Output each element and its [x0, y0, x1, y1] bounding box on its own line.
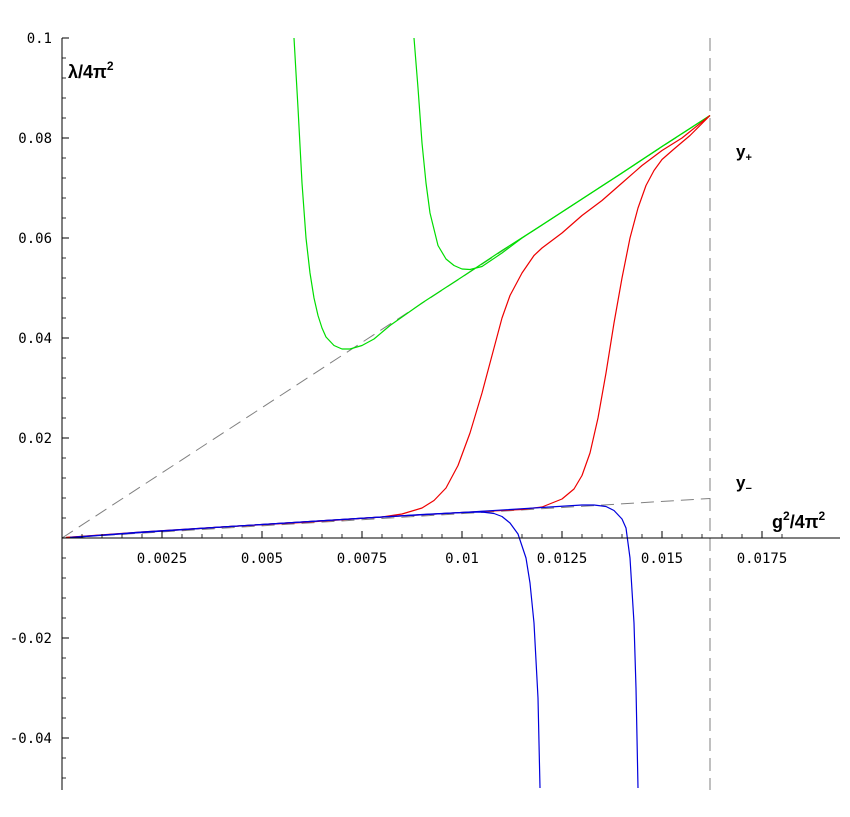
y-tick-label: 0.02 [18, 431, 52, 447]
x-axis-title-text: /4π [790, 512, 819, 532]
y-plus-subscript: + [745, 152, 751, 164]
y-tick-label: -0.02 [10, 631, 52, 647]
green-curve-1 [293, 37, 711, 350]
x-tick-label: 0.0075 [337, 551, 388, 567]
x-tick-label: 0.0175 [737, 551, 788, 567]
x-tick-label: 0.015 [641, 551, 683, 567]
y-minus-label: y− [736, 473, 752, 495]
asymptote-line-y-minus [61, 498, 711, 539]
x-axis-title-g: g [772, 512, 783, 532]
x-tick-label: 0.0025 [137, 551, 188, 567]
y-tick-label: 0.06 [18, 231, 52, 247]
y-tick-label: 0.08 [18, 131, 52, 147]
x-tick-label: 0.0125 [537, 551, 588, 567]
y-axis-title: λ/4π2 [68, 59, 114, 82]
guide-lines [61, 38, 711, 790]
y-tick-label: -0.04 [10, 731, 52, 747]
blue-curve-2 [69, 504, 639, 789]
y-plus-label: y+ [736, 142, 752, 164]
x-axis-title-sup1: 2 [783, 509, 790, 523]
x-tick-label: 0.005 [241, 551, 283, 567]
curves [65, 37, 711, 789]
ticks: 0.0025 0.005 0.0075 0.01 0.0125 0.015 0.0175 -0… [10, 31, 788, 779]
x-tick-label: 0.01 [445, 551, 479, 567]
axes [61, 38, 840, 790]
y-minus-subscript: − [745, 483, 751, 495]
x-axis-title: g2/4π2 [772, 509, 825, 532]
y-tick-label: 0.04 [18, 331, 52, 347]
green-curve-2 [413, 37, 711, 271]
x-axis-title-sup2: 2 [818, 509, 825, 523]
y-axis-title-text: λ/4π [68, 62, 107, 82]
y-tick-label: 0.1 [27, 31, 52, 47]
y-axis-title-sup: 2 [107, 59, 114, 73]
